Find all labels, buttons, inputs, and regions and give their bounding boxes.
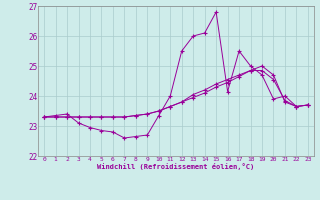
X-axis label: Windchill (Refroidissement éolien,°C): Windchill (Refroidissement éolien,°C): [97, 163, 255, 170]
